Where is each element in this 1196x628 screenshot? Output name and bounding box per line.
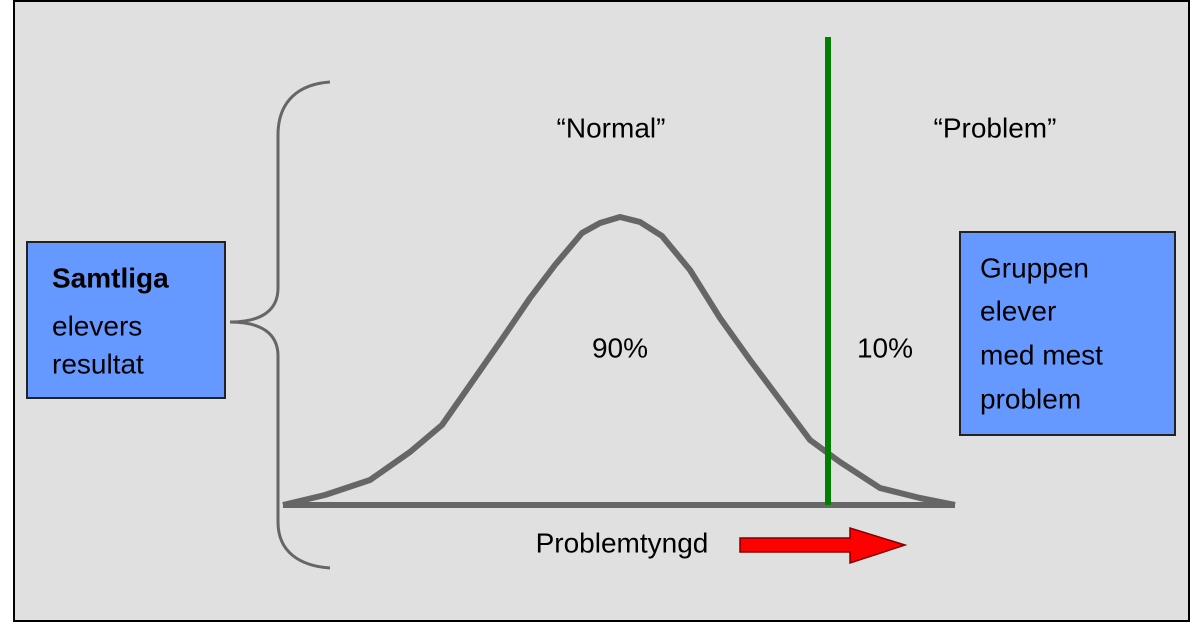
arrow — [739, 526, 908, 565]
left-box — [26, 241, 226, 399]
right-box-line: problem — [980, 383, 1081, 414]
right-share: 10% — [857, 332, 913, 363]
right-box-line: Gruppen — [980, 252, 1089, 283]
problem-label: “Problem” — [934, 112, 1057, 143]
axis-label: Problemtyngd — [536, 527, 709, 558]
left-box-line: elevers — [52, 310, 142, 341]
distribution-curve — [282, 214, 956, 508]
brace — [229, 80, 331, 570]
left-box-bold: Samtliga — [52, 262, 169, 293]
left-box-line: resultat — [52, 348, 144, 379]
normal-label: “Normal” — [557, 112, 666, 143]
right-box — [959, 231, 1176, 436]
left-share: 90% — [592, 332, 648, 363]
right-box-line: elever — [980, 295, 1056, 326]
right-box-line: med mest — [980, 339, 1103, 370]
